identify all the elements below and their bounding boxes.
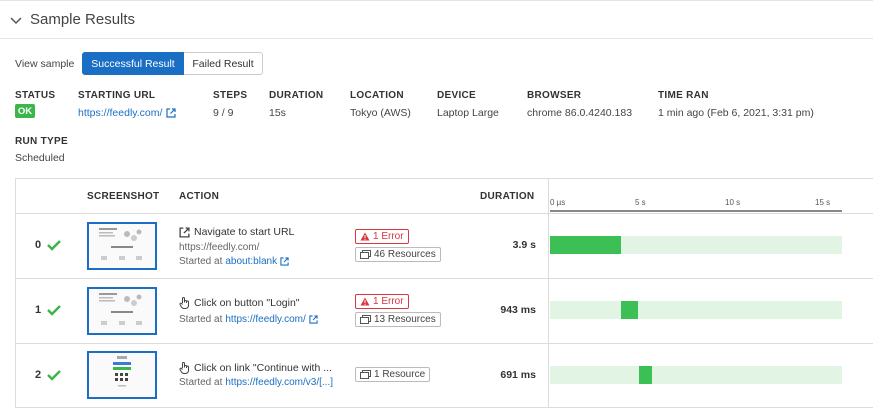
steps-table: SCREENSHOT ACTION DURATION 0 µs 5 s 10 s… [15, 178, 873, 408]
starting-url-link[interactable]: https://feedly.com/ [78, 107, 177, 119]
resources-icon [360, 370, 371, 379]
col-duration: DURATION [480, 191, 535, 202]
successful-result-button[interactable]: Successful Result [82, 52, 184, 75]
started-at: Started at https://feedly.com/v3/[...] [179, 377, 333, 388]
screenshot-preview-image [113, 356, 131, 387]
row-divider [16, 278, 873, 279]
row-divider [16, 343, 873, 344]
warning-icon [360, 232, 370, 241]
resources-count: 46 Resources [374, 249, 436, 260]
row-divider [16, 213, 873, 214]
started-at: Started at https://feedly.com/ [179, 314, 318, 325]
screenshot-preview-image [99, 228, 142, 260]
action-title-text: Click on link "Continue with ... [194, 362, 332, 374]
timeline-bar[interactable] [639, 366, 653, 384]
action-title-text: Navigate to start URL [194, 226, 295, 238]
run-type-label: RUN TYPE [15, 136, 68, 147]
time-ran-value: 1 min ago (Feb 6, 2021, 3:31 pm) [658, 107, 814, 119]
step-duration: 691 ms [500, 369, 536, 381]
view-sample-label: View sample [15, 58, 75, 70]
location-label: LOCATION [350, 90, 404, 101]
timeline-track [550, 366, 842, 384]
browser-label: BROWSER [527, 90, 582, 101]
action-url: https://feedly.com/ [179, 242, 260, 253]
step-duration: 943 ms [500, 304, 536, 316]
timeline-tick: 10 s [725, 198, 741, 207]
warning-icon [360, 297, 370, 306]
resources-badge[interactable]: 13 Resources [355, 312, 441, 327]
check-icon [47, 305, 61, 316]
resources-icon [360, 315, 371, 324]
step-screenshot-thumbnail[interactable] [87, 287, 157, 335]
table-row[interactable]: 1 Click on button "Login" Started at htt… [16, 279, 873, 343]
starting-url-text: https://feedly.com/ [78, 107, 163, 119]
col-action: ACTION [179, 191, 220, 202]
table-row[interactable]: 2 Click on link "Continue with ... Start… [16, 344, 873, 408]
started-at-link[interactable]: https://feedly.com/v3/[...] [225, 377, 333, 388]
table-row[interactable]: 0 Navigate to start URL https://feedly.c… [16, 214, 873, 278]
steps-value: 9 / 9 [213, 107, 234, 119]
resources-count: 13 Resources [374, 314, 436, 325]
error-badge[interactable]: 1 Error [355, 294, 409, 309]
step-index: 0 [35, 239, 42, 251]
timeline-track [550, 301, 842, 319]
started-at-prefix: Started at [179, 256, 223, 267]
click-hand-icon [179, 362, 189, 374]
started-at-link[interactable]: https://feedly.com/ [225, 314, 306, 325]
duration-label: DURATION [269, 90, 324, 101]
step-index: 1 [35, 304, 42, 316]
timeline-bar[interactable] [621, 301, 639, 319]
col-screenshot: SCREENSHOT [87, 191, 160, 202]
action-title: Click on button "Login" [179, 297, 300, 309]
error-count: 1 Error [373, 231, 404, 242]
steps-label: STEPS [213, 90, 248, 101]
status-label: STATUS [15, 90, 56, 101]
resources-badge[interactable]: 1 Resource [355, 367, 431, 382]
step-duration: 3.9 s [512, 239, 536, 251]
step-screenshot-thumbnail[interactable] [87, 351, 157, 399]
timeline-divider [548, 179, 549, 408]
timeline-tick: 15 s [815, 198, 831, 207]
action-title-text: Click on button "Login" [194, 297, 300, 309]
started-at-link[interactable]: about:blank [225, 256, 278, 267]
started-at-prefix: Started at [179, 314, 223, 325]
check-icon [47, 370, 61, 381]
timeline-bar[interactable] [550, 236, 622, 254]
timeline-track [550, 236, 842, 254]
click-hand-icon [179, 297, 189, 309]
browser-value: chrome 86.0.4240.183 [527, 107, 633, 119]
timeline-axis [550, 210, 842, 212]
error-badge[interactable]: 1 Error [355, 229, 409, 244]
section-title: Sample Results [30, 11, 136, 28]
step-index: 2 [35, 369, 42, 381]
step-screenshot-thumbnail[interactable] [87, 222, 157, 270]
duration-value: 15s [269, 107, 286, 119]
chevron-down-icon[interactable] [10, 14, 22, 26]
external-link-icon [166, 108, 177, 118]
run-type-value: Scheduled [15, 152, 65, 164]
external-link-icon[interactable] [280, 257, 289, 266]
resources-badge[interactable]: 46 Resources [355, 247, 441, 262]
action-title: Click on link "Continue with ... [179, 362, 332, 374]
resources-icon [360, 250, 371, 259]
time-ran-label: TIME RAN [658, 90, 709, 101]
external-link-icon [179, 226, 190, 238]
starting-url-label: STARTING URL [78, 90, 156, 101]
started-at: Started at about:blank [179, 256, 289, 267]
failed-result-button[interactable]: Failed Result [184, 52, 263, 75]
sample-results-header[interactable]: Sample Results [0, 0, 873, 39]
timeline-tick: 0 µs [550, 198, 566, 207]
resources-count: 1 Resource [374, 369, 426, 380]
timeline-tick: 5 s [635, 198, 646, 207]
device-value: Laptop Large [437, 107, 499, 119]
status-badge: OK [15, 104, 35, 118]
screenshot-preview-image [99, 293, 142, 325]
location-value: Tokyo (AWS) [350, 107, 411, 119]
check-icon [47, 240, 61, 251]
started-at-prefix: Started at [179, 377, 223, 388]
external-link-icon[interactable] [309, 315, 318, 324]
device-label: DEVICE [437, 90, 477, 101]
error-count: 1 Error [373, 296, 404, 307]
action-title: Navigate to start URL [179, 226, 294, 238]
